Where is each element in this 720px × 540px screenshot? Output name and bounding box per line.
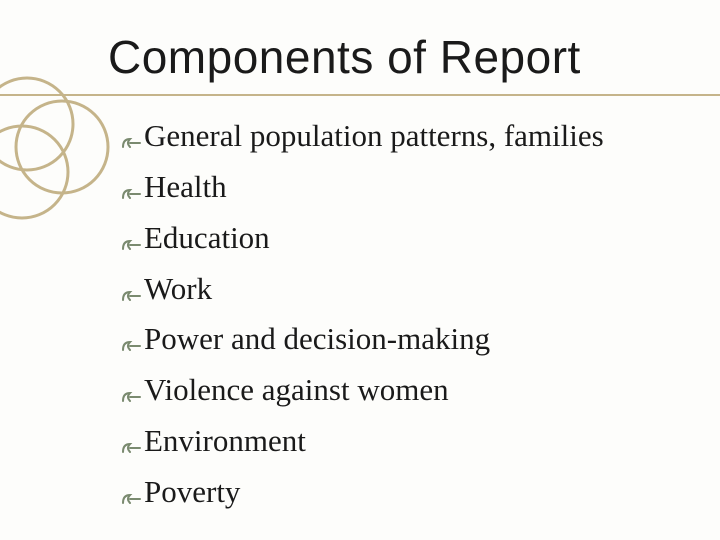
list-item-text: Poverty [144,471,240,513]
list-item: Education [120,217,690,259]
bullet-icon [120,226,142,257]
bullet-icon [120,124,142,155]
list-item: Poverty [120,471,690,513]
bullet-list: General population patterns, families He… [120,115,690,522]
list-item-text: General population patterns, families [144,115,604,157]
list-item-text: Work [144,268,212,310]
list-item: General population patterns, families [120,115,690,157]
list-item: Health [120,166,690,208]
slide-title: Components of Report [108,30,581,84]
list-item: Work [120,268,690,310]
bullet-icon [120,378,142,409]
list-item: Environment [120,420,690,462]
list-item: Violence against women [120,369,690,411]
list-item-text: Health [144,166,227,208]
list-item-text: Education [144,217,270,259]
title-underline [0,94,720,96]
bullet-icon [120,277,142,308]
list-item-text: Power and decision-making [144,318,490,360]
list-item: Power and decision-making [120,318,690,360]
list-item-text: Environment [144,420,306,462]
bullet-icon [120,429,142,460]
bullet-icon [120,480,142,511]
list-item-text: Violence against women [144,369,449,411]
bullet-icon [120,327,142,358]
bullet-icon [120,175,142,206]
decorative-circles [0,72,132,232]
